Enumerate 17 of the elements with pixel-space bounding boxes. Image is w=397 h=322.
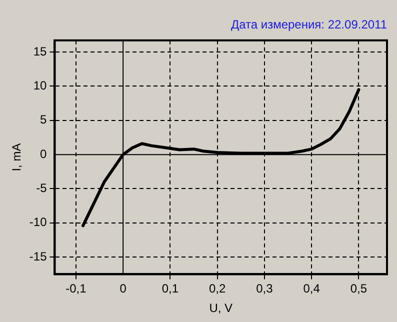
y-tick-label: 5 xyxy=(40,112,48,127)
x-tick-label: 0,2 xyxy=(208,282,226,296)
x-tick-label: -0,1 xyxy=(66,282,87,296)
y-axis-title: I, mA xyxy=(10,143,24,172)
x-tick-label: 0,1 xyxy=(162,282,179,296)
y-tick-label: 15 xyxy=(33,44,48,58)
x-axis-title: U, V xyxy=(209,301,233,316)
x-tick-label: 0 xyxy=(120,282,127,296)
y-tick-label: 10 xyxy=(33,78,48,93)
x-tick-label: 0,5 xyxy=(350,282,368,296)
chart-title: Дата измерения: 22.09.2011 xyxy=(230,18,388,32)
y-tick-label: -10 xyxy=(29,215,48,230)
y-tick-label: -15 xyxy=(29,249,48,264)
y-tick-label: 0 xyxy=(40,146,48,161)
x-tick-label: 0,4 xyxy=(303,282,320,296)
x-tick-label: 0,3 xyxy=(256,282,274,296)
y-tick-label: -5 xyxy=(36,181,48,196)
